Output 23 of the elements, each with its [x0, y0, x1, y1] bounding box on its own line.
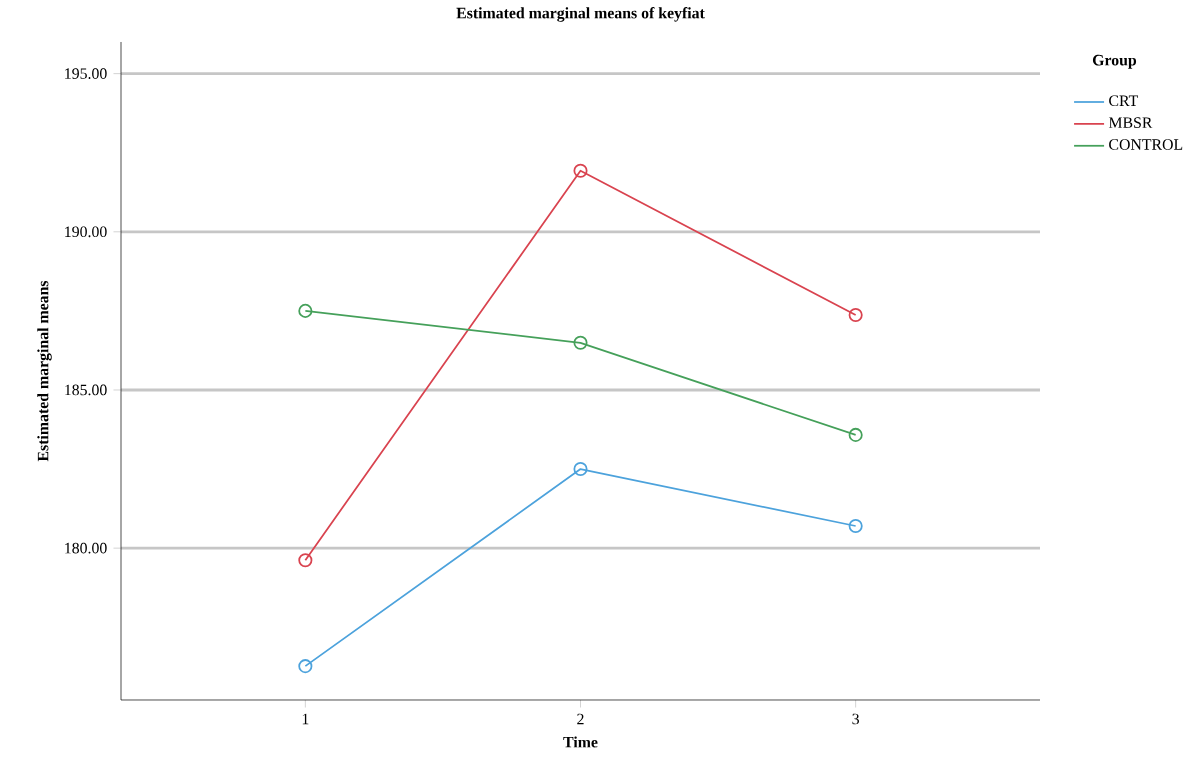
point: [573, 335, 588, 350]
y-tick-label: 180.00: [65, 542, 107, 554]
y-tick-label: 185.00: [65, 384, 107, 396]
y-axis-title: Estimated marginal means: [37, 280, 52, 462]
point: [848, 307, 863, 323]
x-tick-label: 1: [302, 713, 309, 725]
y-tick-label: 195.00: [65, 68, 107, 79]
legend-label: CRT: [1109, 95, 1139, 107]
legend-label: MBSR: [1108, 117, 1153, 128]
point: [848, 427, 863, 442]
point: [573, 163, 588, 178]
x-tick-label: 3: [852, 713, 859, 725]
point: [848, 518, 863, 534]
x-tick-label: 2: [577, 713, 584, 725]
x-axis-title: Time: [563, 736, 598, 748]
point: [573, 462, 588, 477]
legend-label: CONTROL: [1109, 139, 1183, 150]
legend-title: Group: [1092, 54, 1137, 69]
chart-title: Estimated marginal means of keyfiat: [456, 7, 705, 22]
point: [298, 659, 313, 674]
point: [298, 553, 313, 568]
y-tick-label: 190.00: [65, 226, 107, 238]
point: [298, 303, 313, 318]
